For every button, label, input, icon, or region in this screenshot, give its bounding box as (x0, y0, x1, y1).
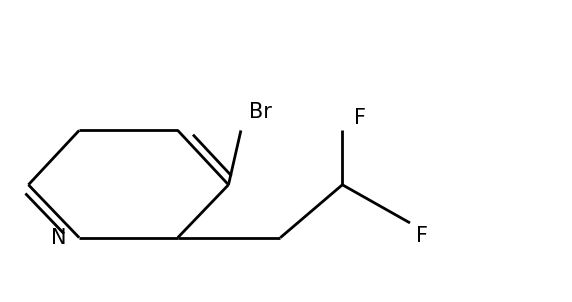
Text: F: F (353, 108, 366, 127)
Text: F: F (416, 226, 428, 246)
Text: N: N (51, 228, 67, 248)
Text: Br: Br (249, 102, 272, 122)
